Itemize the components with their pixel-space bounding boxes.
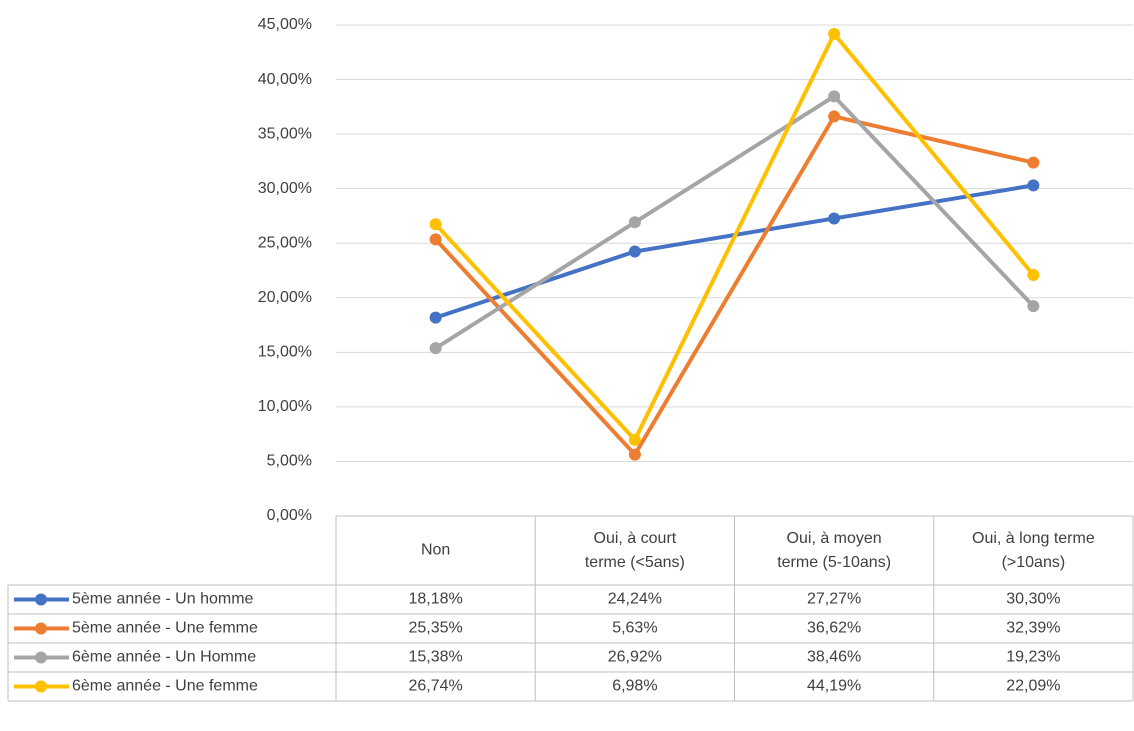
category-label: Oui, à court — [594, 530, 677, 547]
data-table-value: 26,92% — [608, 649, 662, 666]
series-line — [433, 31, 1036, 442]
legend-series-name: 6ème année - Une femme — [72, 678, 258, 695]
data-table-value: 30,30% — [1006, 591, 1060, 608]
data-table-value: 15,38% — [408, 649, 462, 666]
category-label: Oui, à long terme — [972, 530, 1095, 547]
data-table-value: 6,98% — [612, 678, 657, 695]
legend-key-marker — [35, 622, 47, 635]
data-table-value: 22,09% — [1006, 678, 1060, 695]
legend-key-marker — [35, 593, 47, 606]
y-tick-label: 35,00% — [258, 125, 312, 142]
data-table-value: 19,23% — [1006, 649, 1060, 666]
legend-series-name: 6ème année - Un Homme — [72, 649, 256, 666]
y-tick-label: 45,00% — [258, 16, 312, 33]
data-point — [1027, 268, 1040, 281]
data-table-value: 24,24% — [608, 591, 662, 608]
data-point — [429, 342, 442, 355]
data-table-value: 25,35% — [408, 620, 462, 637]
data-table: Non Oui, à court terme (<5ans) Oui, à moyen… — [7, 515, 1134, 702]
y-axis-tick-labels: 0,00% 5,00% 10,00% 15,00% 20,00% 25,00% 30,00%… — [258, 16, 312, 524]
y-tick-label: 40,00% — [258, 71, 312, 88]
data-point — [628, 245, 641, 258]
legend-key-marker — [35, 680, 47, 693]
data-point — [1027, 156, 1040, 169]
y-tick-label: 10,00% — [258, 398, 312, 415]
data-table-value: 18,18% — [408, 591, 462, 608]
series-lines — [429, 27, 1040, 461]
data-point — [828, 27, 841, 40]
data-point — [628, 433, 641, 446]
data-point — [429, 311, 442, 324]
gridlines — [336, 24, 1133, 462]
data-point — [1027, 300, 1040, 313]
legend-key-marker — [35, 651, 47, 664]
data-table-value: 44,19% — [807, 678, 861, 695]
category-label: terme (5-10ans) — [777, 554, 891, 571]
data-point — [828, 110, 841, 123]
category-label: Oui, à moyen — [787, 530, 882, 547]
series-line — [433, 114, 1036, 457]
series-line — [433, 94, 1036, 351]
category-label: terme (<5ans) — [585, 554, 685, 571]
data-point — [828, 212, 841, 225]
data-table-value: 32,39% — [1006, 620, 1060, 637]
y-tick-label: 30,00% — [258, 180, 312, 197]
legend-series-name: 5ème année - Une femme — [72, 620, 258, 637]
data-point — [628, 216, 641, 229]
data-table-value: 36,62% — [807, 620, 861, 637]
y-tick-label: 20,00% — [258, 289, 312, 306]
data-point — [429, 218, 442, 231]
data-table-value: 38,46% — [807, 649, 861, 666]
legend-series-name: 5ème année - Un homme — [72, 591, 254, 608]
data-point — [628, 448, 641, 461]
data-table-value: 26,74% — [408, 678, 462, 695]
data-point — [828, 90, 841, 103]
y-tick-label: 5,00% — [267, 453, 312, 470]
data-point — [1027, 179, 1040, 192]
data-point — [429, 233, 442, 246]
data-table-value: 27,27% — [807, 591, 861, 608]
data-table-value: 5,63% — [612, 620, 657, 637]
y-tick-label: 25,00% — [258, 234, 312, 251]
category-label: Non — [421, 542, 450, 559]
y-tick-label: 15,00% — [258, 344, 312, 361]
category-label: (>10ans) — [1002, 554, 1066, 571]
y-tick-label: 0,00% — [267, 507, 312, 524]
